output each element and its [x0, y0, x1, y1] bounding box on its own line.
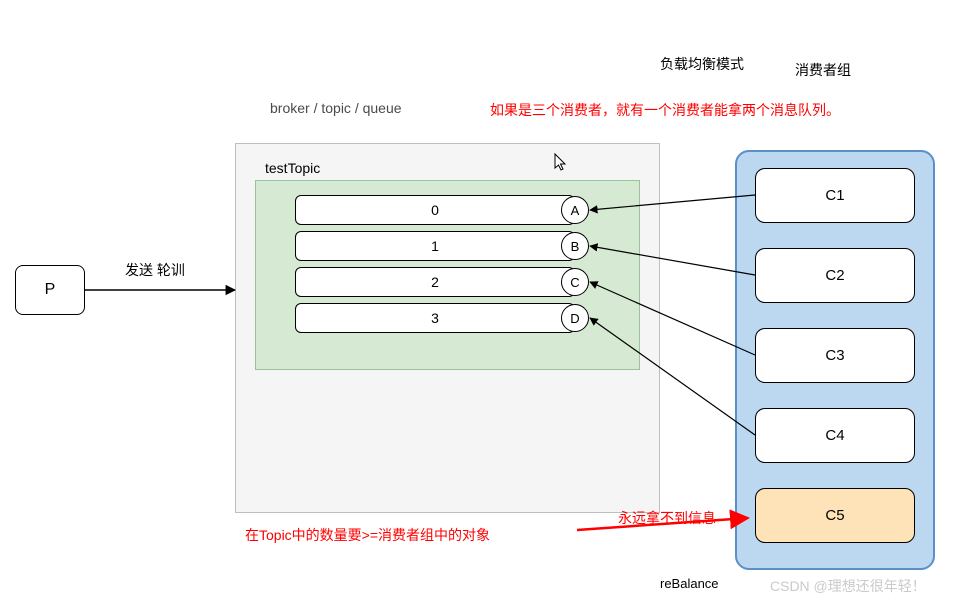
watermark: CSDN @理想还很年轻！: [770, 576, 926, 593]
consumer-c5: C5: [755, 488, 915, 543]
consumer-c4: C4: [755, 408, 915, 463]
consumer-c1-label: C1: [825, 187, 844, 204]
consumer-c5-label: C5: [825, 507, 844, 524]
red-arrow-label: 永远拿不到信息: [618, 508, 716, 528]
consumer-c3: C3: [755, 328, 915, 383]
queue-tag-D: D: [561, 304, 589, 332]
producer-label: P: [45, 281, 56, 299]
queue-0: 0: [295, 195, 575, 225]
consumer-c3-label: C3: [825, 347, 844, 364]
consumer-c1: C1: [755, 168, 915, 223]
note-bottom-red: 在Topic中的数量要>=消费者组中的对象: [245, 525, 490, 545]
note-top-red: 如果是三个消费者，就有一个消费者能拿两个消息队列。: [490, 100, 840, 120]
consumer-c4-label: C4: [825, 427, 844, 444]
rebalance-label: reBalance: [660, 576, 719, 591]
label-consumer-group: 消费者组: [795, 60, 851, 80]
label-broker-path: broker / topic / queue: [270, 100, 402, 116]
consumer-c2-label: C2: [825, 267, 844, 284]
queue-3: 3: [295, 303, 575, 333]
queue-tag-C: C: [561, 268, 589, 296]
queue-3-id: 3: [431, 310, 439, 326]
queue-1-id: 1: [431, 238, 439, 254]
queue-2-id: 2: [431, 274, 439, 290]
topic-label: testTopic: [265, 160, 320, 176]
queue-tag-B-label: B: [571, 239, 580, 254]
queue-tag-D-label: D: [570, 311, 579, 326]
queue-0-id: 0: [431, 202, 439, 218]
queue-1: 1: [295, 231, 575, 261]
label-send-poll: 发送 轮训: [125, 260, 185, 280]
queue-tag-B: B: [561, 232, 589, 260]
producer-box: P: [15, 265, 85, 315]
queue-tag-A-label: A: [571, 203, 580, 218]
consumer-c2: C2: [755, 248, 915, 303]
queue-tag-A: A: [561, 196, 589, 224]
label-mode: 负载均衡模式: [660, 54, 744, 74]
queue-2: 2: [295, 267, 575, 297]
queue-tag-C-label: C: [570, 275, 579, 290]
